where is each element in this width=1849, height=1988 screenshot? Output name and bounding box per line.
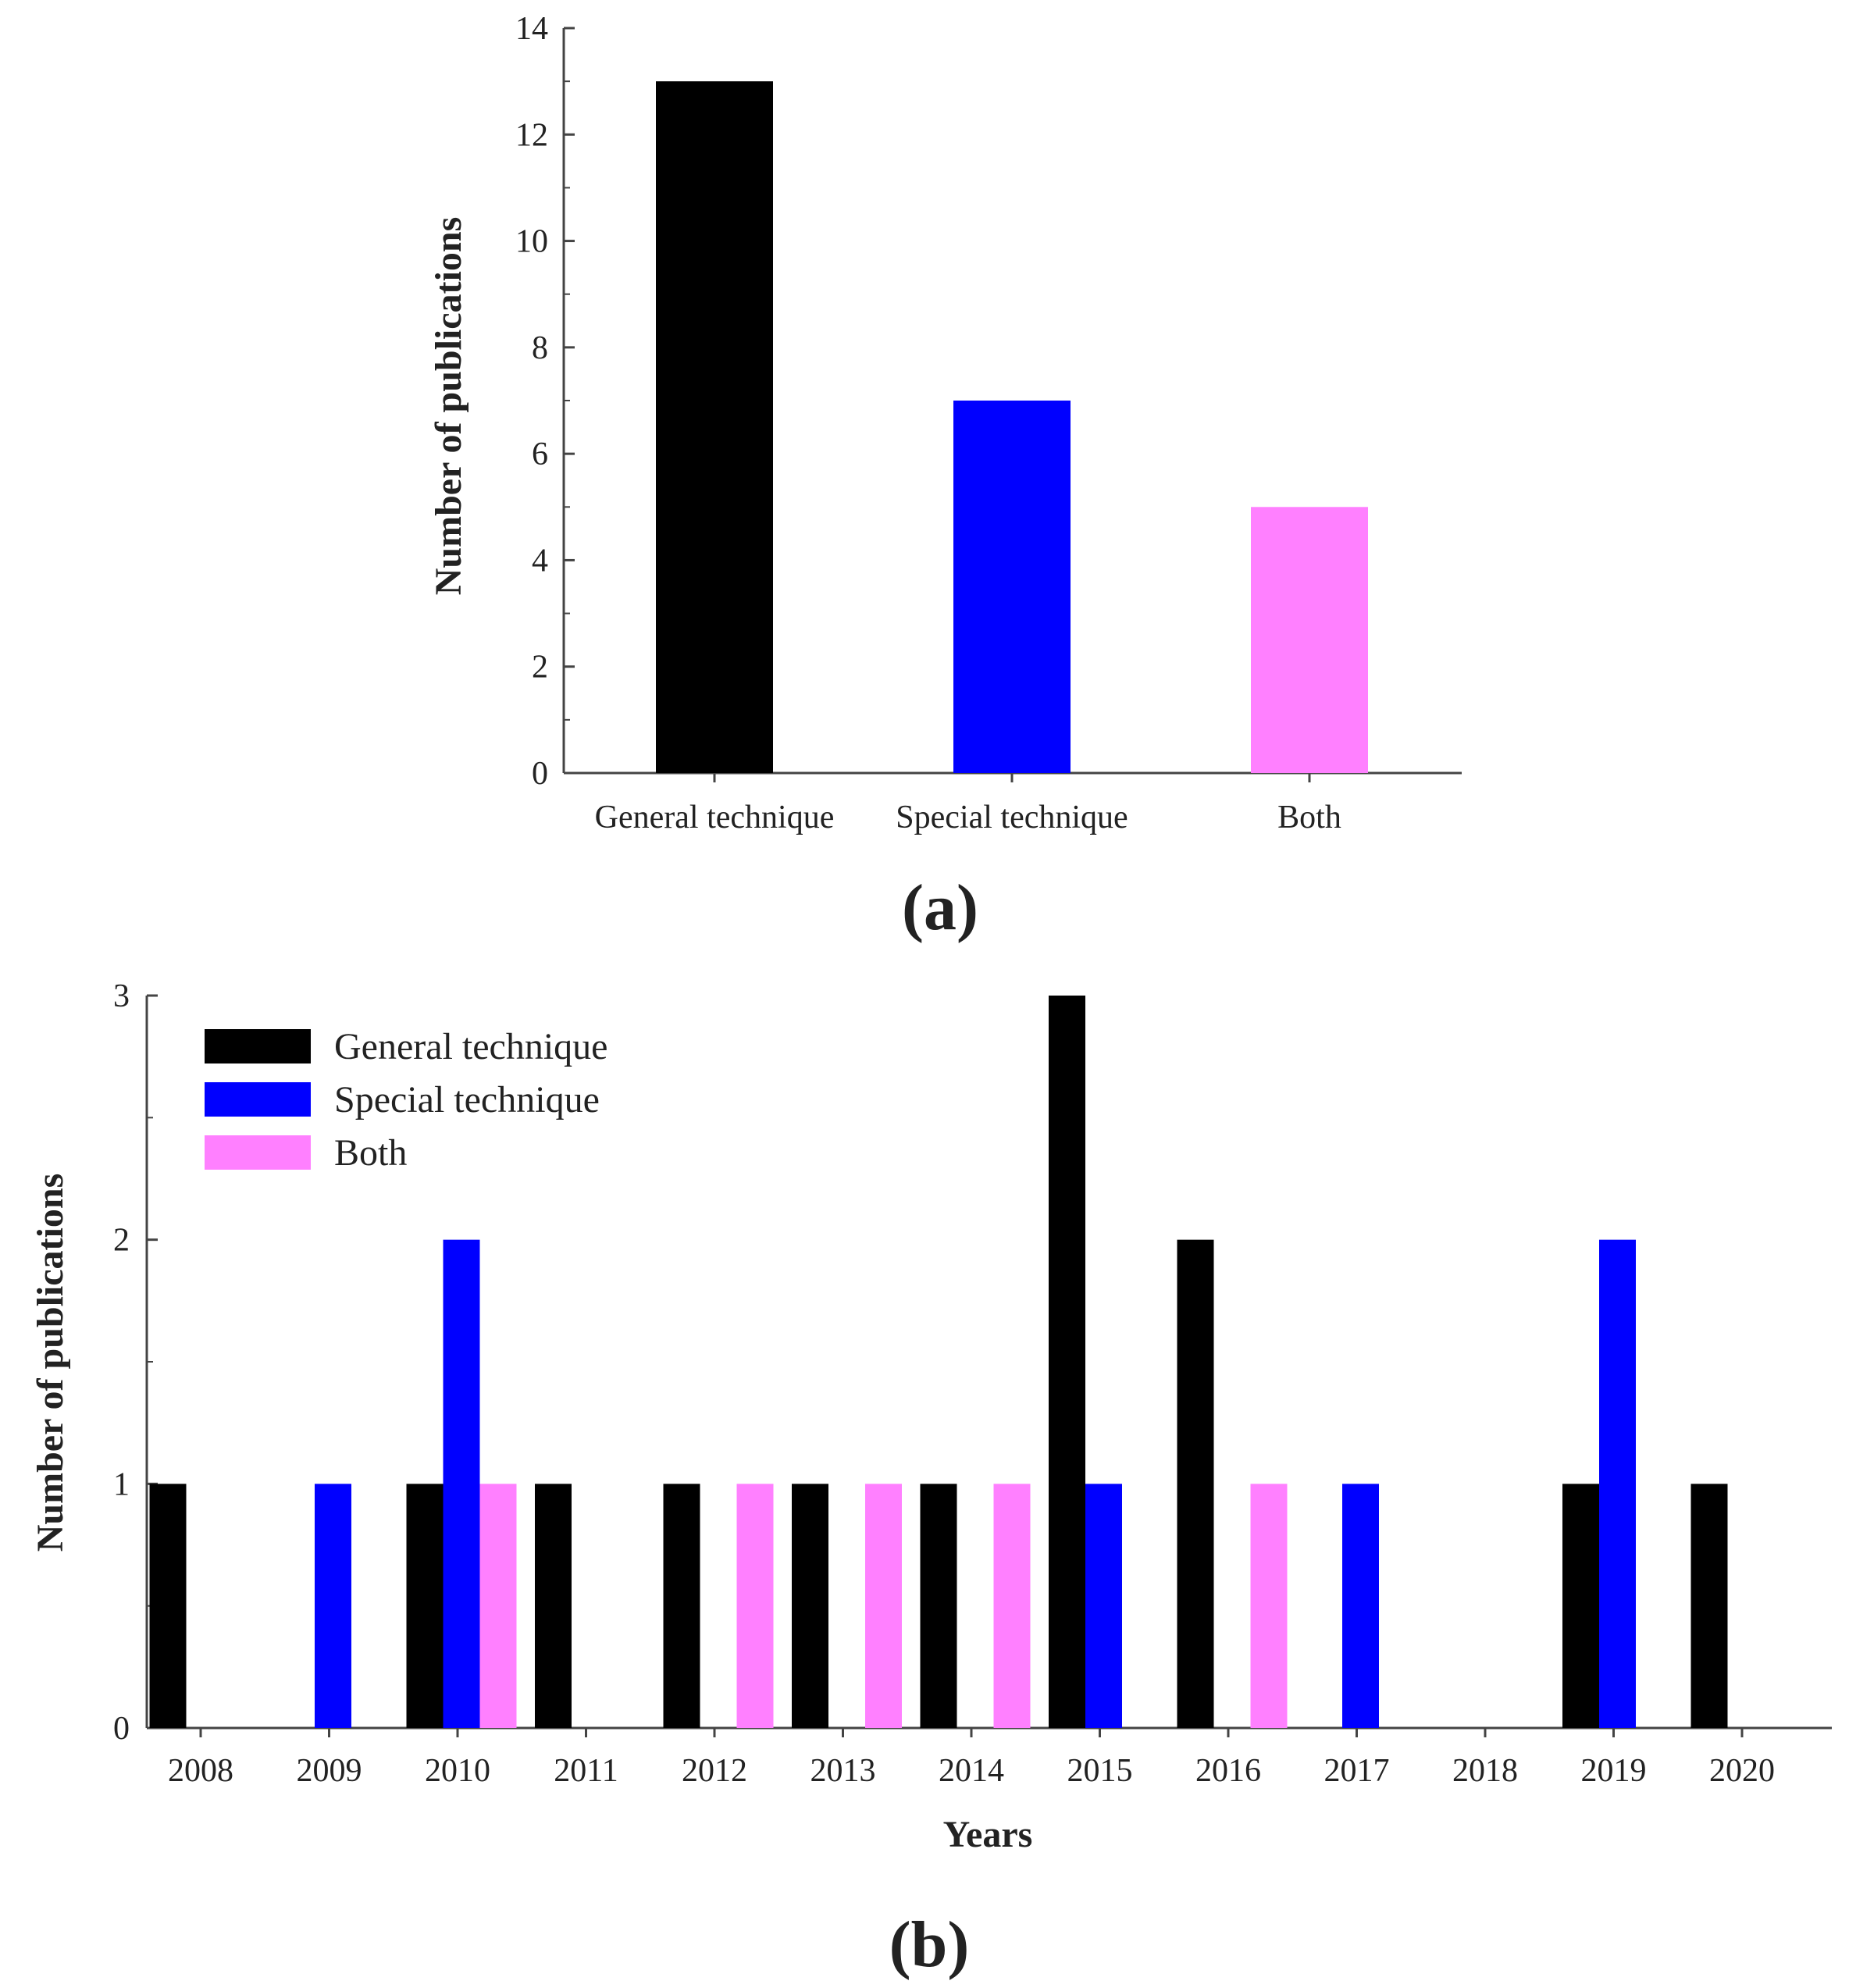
chart-b-bar <box>1177 1239 1214 1728</box>
chart-b-y-tick-label: 1 <box>113 1466 130 1502</box>
chart-b-x-tick-label: 2016 <box>1195 1753 1261 1789</box>
chart-b-bar <box>663 1484 700 1728</box>
chart-b-y-tick-label: 3 <box>113 978 130 1014</box>
chart-a-bar <box>1251 507 1368 773</box>
chart-a-labels: General technique Special technique Both <box>595 773 1341 835</box>
chart-a-bar <box>953 401 1071 773</box>
chart-b-bar <box>443 1239 480 1728</box>
chart-b-y-axis-title: Number of publications <box>30 1174 71 1552</box>
chart-b-legend-swatch <box>205 1082 311 1117</box>
chart-a-y-tick-label: 2 <box>532 650 548 686</box>
chart-b-y-tick-label: 0 <box>113 1711 130 1747</box>
chart-b-bar <box>736 1484 774 1728</box>
chart-b-bar <box>1599 1239 1636 1728</box>
chart-b-bar <box>149 1484 187 1728</box>
chart-b-x-tick-label: 2011 <box>554 1753 618 1789</box>
chart-b-bar <box>1342 1484 1379 1728</box>
chart-b-legend-label: General technique <box>334 1026 607 1067</box>
chart-b-x-tick-label: 2013 <box>810 1753 876 1789</box>
chart-b-y-tick-label: 2 <box>113 1223 130 1259</box>
chart-b-legend: General technique Special technique Both <box>205 1026 607 1174</box>
chart-b-x-tick-label: 2018 <box>1452 1753 1518 1789</box>
chart-a-y-tick-label: 10 <box>515 224 548 260</box>
chart-a-y-tick-label: 14 <box>515 11 548 47</box>
chart-b-bar <box>865 1484 902 1728</box>
chart-b-bar <box>920 1484 957 1728</box>
chart-a-bars <box>656 81 1368 773</box>
chart-a-y-axis-title: Number of publications <box>428 217 469 596</box>
chart-b-x-tick-label: 2008 <box>168 1753 233 1789</box>
chart-a-x-tick-label: Both <box>1277 800 1341 835</box>
chart-a-ticks: 0 2 4 6 8 10 12 14 <box>515 11 575 792</box>
chart-b-legend-label: Both <box>334 1132 407 1174</box>
chart-b-x-tick-label: 2017 <box>1324 1753 1390 1789</box>
chart-b-bar <box>1562 1484 1599 1728</box>
chart-a-y-tick-label: 8 <box>532 330 548 366</box>
chart-b-bar <box>1690 1484 1728 1728</box>
chart-a-y-tick-label: 12 <box>515 117 548 153</box>
chart-b-bar <box>315 1484 351 1728</box>
chart-b-bar <box>479 1484 517 1728</box>
chart-a-y-tick-label: 6 <box>532 436 548 472</box>
chart-b-legend-swatch <box>205 1029 311 1063</box>
chart-a-x-tick-label: General technique <box>595 800 835 835</box>
chart-a-bar <box>656 81 773 773</box>
chart-b-panel-label: (b) <box>889 1908 970 1981</box>
chart-b-x-tick-label: 2014 <box>939 1753 1004 1789</box>
chart-a-x-tick-label: Special technique <box>896 800 1128 835</box>
chart-a: 0 2 4 6 8 10 12 14 General technique Special tec… <box>428 11 1462 944</box>
chart-b: 0 1 2 3 2008 2009 2010 2011 2012 2013 2014 2015 201… <box>30 978 1832 1981</box>
chart-b-bar <box>792 1484 828 1728</box>
chart-b-bar <box>1085 1484 1122 1728</box>
chart-b-bar <box>1250 1484 1288 1728</box>
chart-b-x-tick-label: 2020 <box>1709 1753 1775 1789</box>
chart-a-y-tick-label: 4 <box>532 543 548 579</box>
chart-a-y-tick-label: 0 <box>532 756 548 792</box>
chart-b-bar <box>1049 996 1085 1728</box>
chart-b-bar <box>406 1484 444 1728</box>
chart-b-bar <box>993 1484 1031 1728</box>
chart-b-x-tick-label: 2012 <box>682 1753 747 1789</box>
chart-b-x-tick-label: 2010 <box>425 1753 490 1789</box>
chart-b-legend-label: Special technique <box>334 1079 600 1120</box>
chart-a-panel-label: (a) <box>902 871 978 944</box>
chart-b-bars <box>149 996 1728 1728</box>
chart-b-x-axis-title: Years <box>943 1814 1033 1855</box>
chart-b-x-tick-label: 2019 <box>1581 1753 1647 1789</box>
chart-b-bar <box>535 1484 572 1728</box>
chart-b-x-tick-label: 2009 <box>297 1753 362 1789</box>
chart-b-labels: 2008 2009 2010 2011 2012 2013 2014 2015 2016 2017… <box>168 1728 1775 1789</box>
chart-b-legend-swatch <box>205 1135 311 1170</box>
chart-b-x-tick-label: 2015 <box>1067 1753 1133 1789</box>
